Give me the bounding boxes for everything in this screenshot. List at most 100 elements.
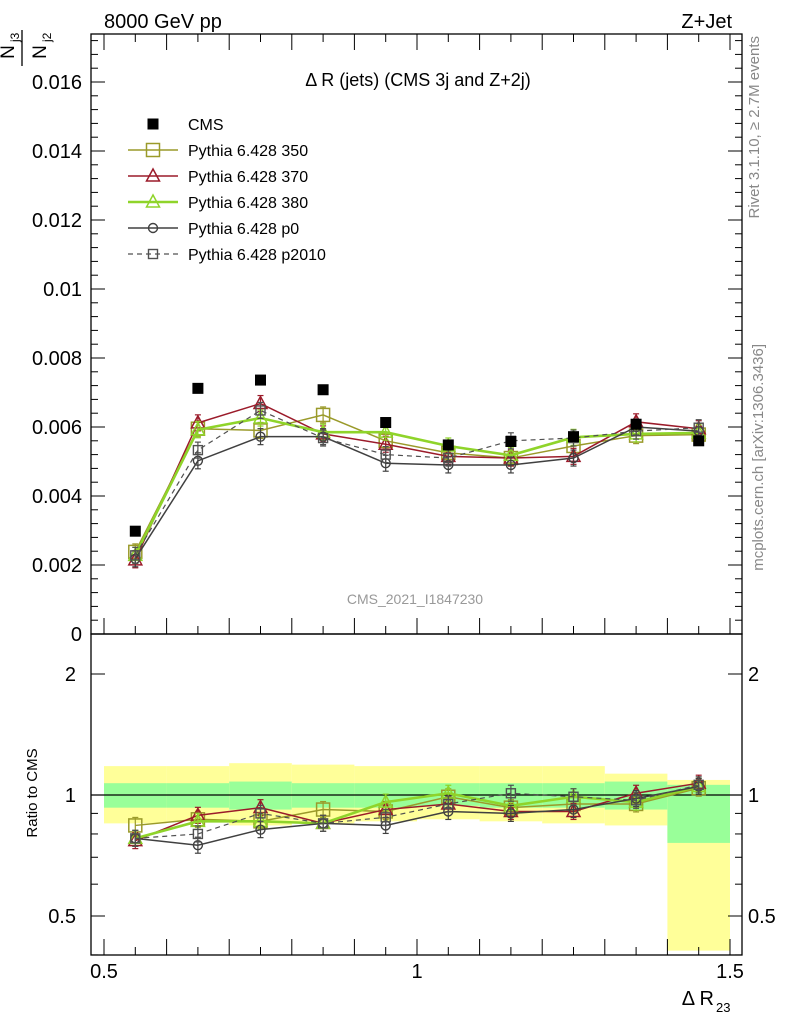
data-point-p2010: [443, 798, 454, 810]
rivet-version-label: Rivet 3.1.10, ≥ 2.7M events: [746, 36, 763, 219]
xlabel-subscript: 23: [716, 1000, 730, 1015]
data-point-p2010: [380, 812, 391, 823]
data-point-p2010: [192, 444, 204, 456]
watermark-label: CMS_2021_I1847230: [347, 591, 483, 607]
legend-marker-p2010: [147, 248, 159, 260]
data-point-p0: [255, 824, 266, 835]
x-tick-label: 0.5: [90, 961, 118, 983]
series-line-p0: [134, 426, 699, 560]
data-point-p380: [377, 793, 394, 808]
legend-marker-cms: [147, 118, 159, 130]
y-tick-label: 0.004: [32, 486, 82, 508]
data-point-p2010: [568, 791, 579, 802]
series-line-p370: [135, 782, 699, 842]
ratio-y-tick-label: 0.5: [48, 906, 76, 928]
data-point-p2010: [693, 422, 704, 433]
data-point-p0: [255, 431, 266, 442]
legend-label-cms: CMS: [188, 117, 224, 134]
data-point-cms: [442, 439, 454, 451]
process-label: Z+Jet: [681, 11, 732, 33]
legend-marker-p0: [147, 222, 159, 234]
x-tick-label: 1: [411, 961, 422, 983]
energy-label: 8000 GeV pp: [104, 11, 222, 33]
ylabel-denominator-sub: j2: [40, 32, 54, 43]
legend-entry-p370: Pythia 6.428 370: [128, 167, 308, 186]
data-point-p0: [505, 808, 517, 819]
data-point-p2010: [317, 818, 329, 829]
data-point-p2010: [693, 779, 704, 791]
data-point-cms: [192, 382, 204, 394]
main-plot-layer: 0 0.002 0.004 0.006 0.008 0.01 0.012 0.014 0.016: [32, 33, 743, 646]
data-point-cms: [129, 525, 141, 537]
data-point-p2010: [255, 405, 266, 416]
y-tick-label: 0.008: [32, 348, 82, 370]
legend: CMS Pythia 6.428 350 Pythia 6.428 370 Pythi…: [128, 117, 326, 264]
y-tick-label: 0.01: [43, 279, 82, 301]
main-y-axis-label: N j3 N j2: [0, 30, 54, 66]
ratio-y-tick-label-right: 1: [748, 785, 759, 807]
ratio-y-tick-label: 2: [65, 664, 76, 686]
data-point-p2010: [505, 788, 517, 799]
y-tick-label: 0.002: [32, 555, 82, 577]
ratio-y-tick-label-right: 0.5: [748, 906, 776, 928]
y-tick-label: 0.006: [32, 417, 82, 439]
data-point-cms: [630, 418, 642, 430]
legend-entry-p0: Pythia 6.428 p0: [128, 221, 299, 238]
series-line-p350: [134, 414, 699, 553]
ylabel-numerator: N: [0, 45, 19, 59]
legend-label-p2010: Pythia 6.428 p2010: [188, 247, 326, 264]
data-point-p0: [568, 452, 579, 464]
data-point-cms: [380, 417, 392, 429]
legend-marker-p350: [145, 142, 161, 158]
data-point-cms: [568, 431, 579, 443]
data-point-p2010: [130, 550, 141, 561]
data-point-p2010: [192, 828, 204, 840]
y-tick-label: 0: [71, 624, 82, 646]
y-tick-label: 0.016: [32, 72, 82, 94]
ratio-y-tick-label-right: 2: [748, 664, 759, 686]
legend-label-p380: Pythia 6.428 380: [188, 195, 308, 212]
data-point-cms: [693, 435, 705, 447]
legend-label-p0: Pythia 6.428 p0: [188, 221, 299, 238]
legend-label-p350: Pythia 6.428 350: [188, 143, 308, 160]
legend-entry-p2010: Pythia 6.428 p2010: [128, 247, 326, 264]
legend-label-p370: Pythia 6.428 370: [188, 169, 308, 186]
series-line-p2010: [134, 409, 699, 556]
data-point-p2010: [630, 795, 642, 806]
legend-marker-p380: [145, 193, 161, 208]
data-point-cms: [255, 374, 266, 386]
data-point-p380: [377, 423, 394, 438]
x-axis-label: Δ R 23: [682, 988, 731, 1015]
data-point-p0: [505, 459, 517, 471]
data-point-p380: [252, 409, 269, 424]
series-line-p380: [134, 416, 699, 556]
legend-entry-cms: CMS: [147, 117, 224, 134]
data-point-p350: [315, 407, 331, 423]
series-line-p0: [135, 785, 699, 846]
legend-entry-p380: Pythia 6.428 380: [128, 193, 308, 212]
series-line-p370: [134, 402, 699, 561]
data-point-p2010: [380, 449, 391, 460]
ratio-y-axis-label: Ratio to CMS: [24, 748, 41, 837]
data-point-p2010: [130, 833, 141, 844]
xlabel-text: Δ R: [682, 988, 714, 1010]
ratio-y-tick-label: 1: [65, 785, 76, 807]
data-point-p380: [190, 421, 206, 436]
legend-marker-p370: [145, 167, 161, 182]
ratio-plot-layer: 0.5 1 1.5 0.5 0.5 1 1 2 2: [48, 633, 776, 983]
main-title: Δ R (jets) (CMS 3j and Z+2j): [305, 70, 531, 90]
mcplots-label: mcplots.cern.ch [arXiv:1306.3436]: [750, 344, 767, 571]
data-point-p2010: [443, 452, 454, 464]
ylabel-numerator-sub: j3: [8, 32, 22, 43]
y-tick-label: 0.014: [32, 141, 82, 163]
y-tick-label: 0.012: [32, 210, 82, 232]
series-line-p380: [134, 785, 700, 840]
data-point-cms: [317, 384, 329, 396]
legend-entry-p350: Pythia 6.428 350: [128, 142, 308, 160]
ylabel-denominator: N: [30, 45, 51, 59]
data-point-cms: [505, 435, 517, 447]
data-point-p2010: [255, 808, 266, 819]
data-point-p2010: [317, 432, 329, 444]
x-tick-label: 1.5: [716, 961, 744, 983]
